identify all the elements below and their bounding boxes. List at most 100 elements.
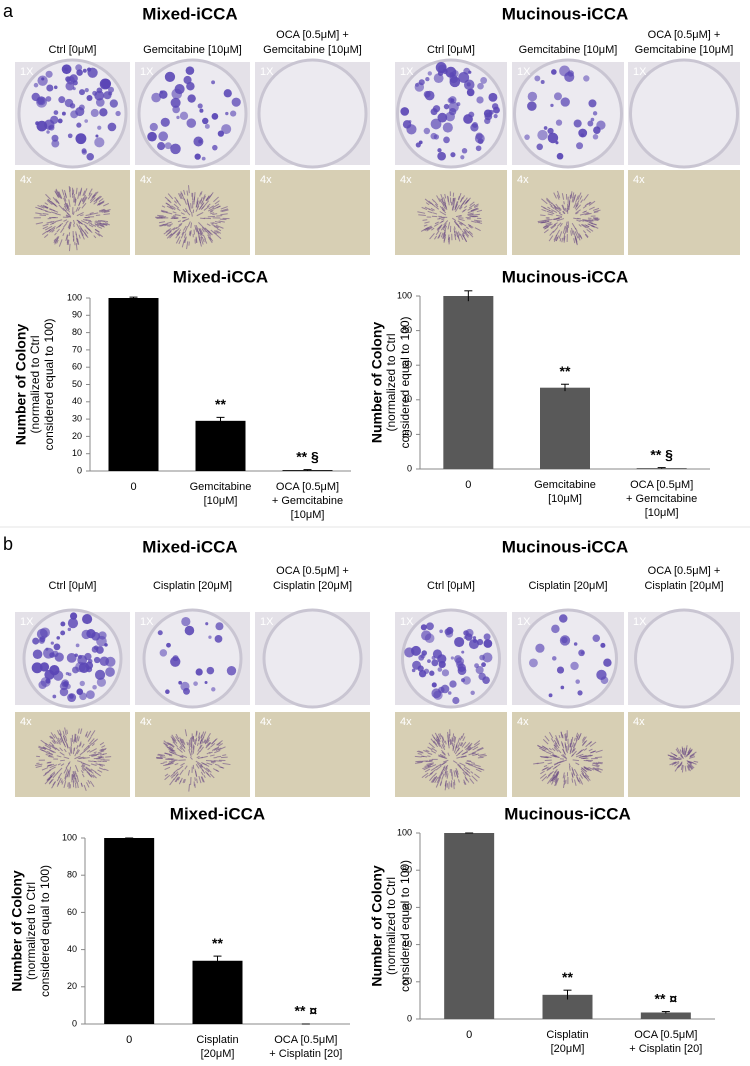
colony-dot — [170, 657, 180, 667]
colony-dot — [570, 662, 578, 670]
colony-dot — [86, 690, 95, 699]
colony-dot — [482, 652, 492, 662]
cell — [567, 746, 568, 753]
colony-dot — [96, 98, 105, 107]
colony-dot — [467, 89, 475, 97]
group-title: Mucinous-iCCA — [502, 4, 629, 23]
colony-dot — [212, 113, 219, 120]
colony-dot — [593, 134, 598, 139]
colony-dot — [535, 644, 544, 653]
y-tick-label: 60 — [67, 907, 77, 917]
colony-dot — [211, 80, 215, 84]
chart-title: Mucinous-iCCA — [502, 267, 629, 286]
y-axis-label: considered equal to 100) — [38, 865, 52, 997]
significance: ** § — [296, 448, 319, 464]
colony-dot — [424, 91, 431, 98]
colony-dot — [187, 94, 195, 102]
bar — [443, 296, 493, 469]
cell — [581, 758, 587, 759]
colony-dot — [575, 679, 580, 684]
x-tick-label: 0 — [466, 1029, 472, 1041]
colony-dot — [86, 629, 95, 638]
colony-dot — [528, 92, 537, 101]
cell — [40, 215, 46, 216]
condition-label: OCA [0.5μM] + — [276, 565, 349, 577]
colony-dot — [465, 629, 473, 637]
colony-dot — [439, 629, 443, 633]
significance: ** § — [650, 446, 673, 462]
condition-label: Cisplatin [20μM] — [153, 580, 232, 592]
colony-dot — [183, 688, 190, 695]
colony-dot — [476, 145, 482, 151]
colony-dot — [415, 82, 424, 91]
magnification-label: 4x — [517, 174, 529, 186]
colony-dot — [70, 103, 75, 108]
colony-dot — [577, 690, 582, 695]
y-axis-label: Number of Colony — [369, 322, 385, 444]
colony-dot — [426, 622, 434, 630]
colony-dot — [85, 662, 93, 670]
x-tick-label: OCA [0.5μM] — [634, 1029, 697, 1041]
cell — [196, 738, 197, 741]
condition-label: OCA [0.5μM] + — [276, 29, 349, 41]
colony-dot — [551, 69, 557, 75]
cell — [422, 756, 427, 757]
colony-dot — [561, 686, 565, 690]
cell — [426, 761, 433, 762]
colony-dot — [448, 691, 452, 695]
colony-dot — [54, 643, 61, 650]
colony-dot — [202, 157, 206, 161]
colony-dot — [97, 87, 103, 93]
colony-dot — [427, 659, 431, 663]
magnification-label: 4x — [260, 716, 272, 728]
magnification-label: 1X — [517, 616, 531, 628]
colony-dot — [185, 626, 195, 636]
y-tick-label: 80 — [67, 870, 77, 880]
cell — [75, 783, 76, 788]
colony-dot — [170, 144, 181, 155]
x-tick-label: OCA [0.5μM] — [276, 481, 339, 493]
colony-dot — [431, 108, 438, 115]
x-tick-label: [20μM] — [201, 1048, 235, 1060]
x-tick-label: 0 — [465, 479, 471, 491]
cell — [191, 203, 192, 208]
colony-dot — [58, 96, 65, 103]
cell — [540, 215, 545, 216]
magnification-label: 1X — [140, 616, 154, 628]
y-axis-label: Number of Colony — [9, 870, 25, 992]
y-tick-label: 60 — [402, 902, 412, 912]
colony-dot — [158, 131, 168, 141]
significance: ** — [215, 396, 226, 412]
cell — [197, 731, 198, 735]
colony-dot — [537, 130, 547, 140]
colony-dot — [58, 118, 63, 123]
cell — [447, 783, 448, 788]
plate-well — [520, 610, 617, 707]
cell — [453, 746, 454, 750]
significance: ** — [560, 363, 571, 379]
colony-dot — [600, 643, 605, 648]
colony-dot — [46, 84, 53, 91]
colony-dot — [461, 651, 464, 654]
colony-dot — [559, 66, 570, 77]
colony-dot — [72, 667, 79, 674]
x-tick-label: Cisplatin — [546, 1029, 588, 1041]
colony-dot — [587, 121, 593, 127]
colony-dot — [165, 72, 175, 82]
colony-dot — [41, 677, 51, 687]
colony-dot — [488, 93, 497, 102]
y-tick-label: 80 — [402, 865, 412, 875]
colony-dot — [108, 123, 117, 132]
y-tick-label: 100 — [62, 832, 77, 842]
colony-dot — [184, 76, 192, 84]
colony-dot — [187, 118, 197, 128]
colony-dot — [431, 659, 438, 666]
colony-dot — [556, 119, 562, 125]
colony-dot — [474, 663, 479, 668]
y-tick-label: 0 — [72, 1018, 77, 1028]
colony-dot — [157, 142, 165, 150]
colony-dot — [98, 631, 106, 639]
colony-dot — [574, 642, 578, 646]
magnification-label: 4x — [633, 174, 645, 186]
